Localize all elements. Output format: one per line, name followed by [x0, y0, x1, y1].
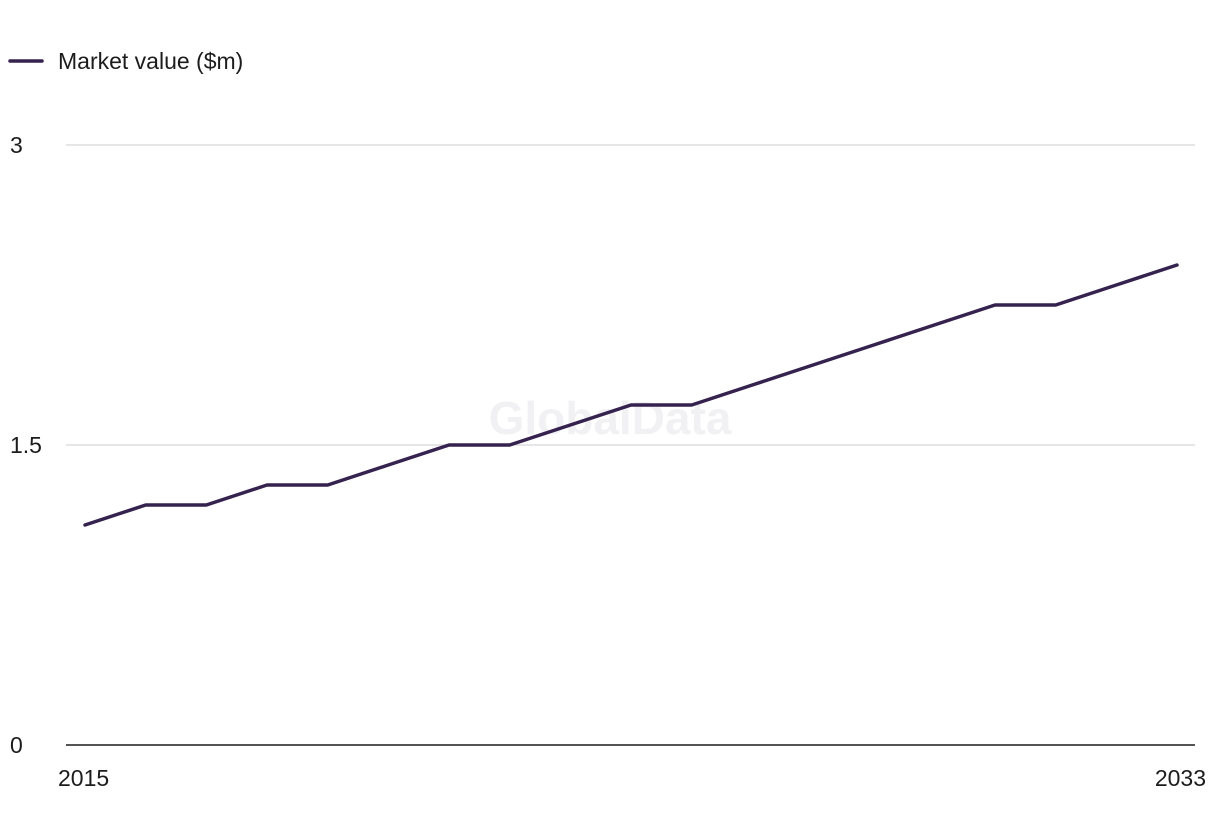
y-tick-label: 0 [10, 732, 23, 758]
x-axis-ticks: 2015 2033 [58, 765, 1206, 791]
watermark: GlobalData [489, 392, 732, 444]
y-tick-label: 1.5 [10, 432, 42, 458]
gridlines [66, 144, 1195, 446]
series-group [83, 263, 1179, 527]
y-axis-ticks: 01.53 [10, 132, 42, 758]
series-line-market-value [83, 263, 1179, 527]
legend-label-market-value: Market value ($m) [58, 48, 243, 74]
legend: Market value ($m) [8, 48, 243, 74]
y-tick-label: 3 [10, 132, 23, 158]
x-tick-label: 2033 [1155, 765, 1206, 791]
x-tick-label: 2015 [58, 765, 109, 791]
